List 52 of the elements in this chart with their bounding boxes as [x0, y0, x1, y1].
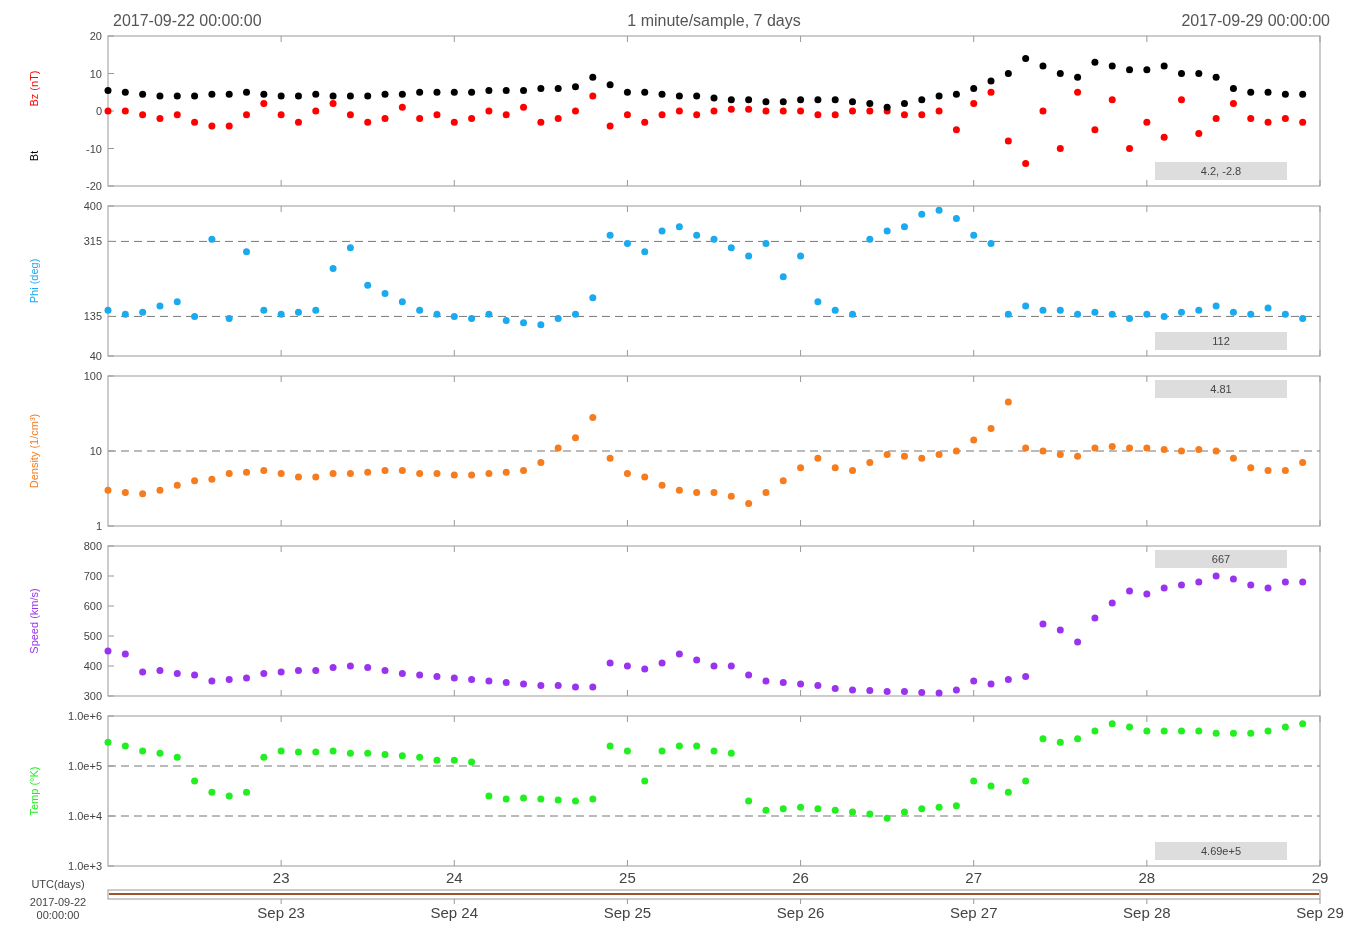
annotation: 667 — [1211, 553, 1231, 565]
x-tick-label: 27 — [965, 869, 983, 886]
text: 2017-09-22 00:00:00 — [113, 12, 262, 29]
y-axis-title: Density (1/cm³) — [28, 413, 40, 489]
x-tick-label: 29 — [1311, 869, 1329, 886]
y-axis-title: Speed (km/s) — [28, 588, 40, 654]
x-tick-label: 25 — [619, 869, 636, 886]
text: 2017-09-29 00:00:00 — [1181, 12, 1331, 29]
x2-tick-label: Sep 25 — [603, 904, 652, 921]
y-tick-label: 135 — [83, 310, 102, 323]
y-tick-label: 1.0e+6 — [68, 710, 102, 722]
y-tick-label: 1.0e+3 — [68, 860, 102, 872]
x2-tick-label: Sep 26 — [776, 904, 825, 921]
x-tick-label: 26 — [792, 869, 809, 886]
annotation: 112 — [1212, 335, 1230, 347]
y-axis-title: Temp (°K) — [28, 766, 40, 816]
annotation: 4.2, -2.8 — [1200, 165, 1242, 177]
y-tick-label: 600 — [83, 600, 102, 612]
x2-tick-label: Sep 24 — [430, 904, 479, 921]
x-tick-label: 23 — [272, 869, 290, 886]
y-tick-label: -10 — [86, 142, 102, 155]
x-tick-label: 24 — [445, 869, 463, 886]
y-tick-label: 10 — [89, 445, 102, 457]
annotation: 4.81 — [1210, 383, 1232, 395]
y-tick-label: 1 — [95, 520, 102, 532]
y-tick-label: -20 — [86, 180, 102, 192]
x2-tick-label: Sep 29 — [1296, 904, 1344, 921]
y-tick-label: 315 — [83, 235, 102, 248]
y-tick-label: 800 — [83, 540, 102, 552]
text: Bt — [28, 150, 40, 162]
text: 2017-09-22 00:00:00 — [29, 896, 87, 921]
y-tick-label: 700 — [83, 570, 102, 582]
text: Bz (nT) — [28, 70, 40, 107]
y-tick-label: 0 — [95, 105, 102, 117]
y-axis-title: Phi (deg) — [28, 258, 40, 304]
y-tick-label: 400 — [83, 660, 102, 672]
y-tick-label: 500 — [83, 630, 102, 642]
y-tick-label: 40 — [89, 350, 102, 362]
y-tick-label: 1.0e+5 — [68, 760, 102, 772]
y-tick-label: 1.0e+4 — [68, 810, 102, 822]
y-tick-label: 300 — [83, 690, 102, 702]
x-tick-label: 28 — [1138, 869, 1156, 886]
y-tick-label: 400 — [83, 200, 102, 212]
x2-tick-label: Sep 23 — [257, 904, 305, 921]
y-tick-label: 10 — [89, 67, 102, 80]
x2-tick-label: Sep 28 — [1123, 904, 1171, 921]
x2-tick-label: Sep 27 — [949, 904, 998, 921]
y-tick-label: 20 — [89, 30, 102, 42]
y-tick-label: 100 — [83, 370, 102, 382]
x-axis-title: UTC(days) — [31, 878, 85, 890]
annotation: 4.69e+5 — [1200, 845, 1242, 857]
chart-title: 1 minute/sample, 7 days — [627, 12, 801, 29]
